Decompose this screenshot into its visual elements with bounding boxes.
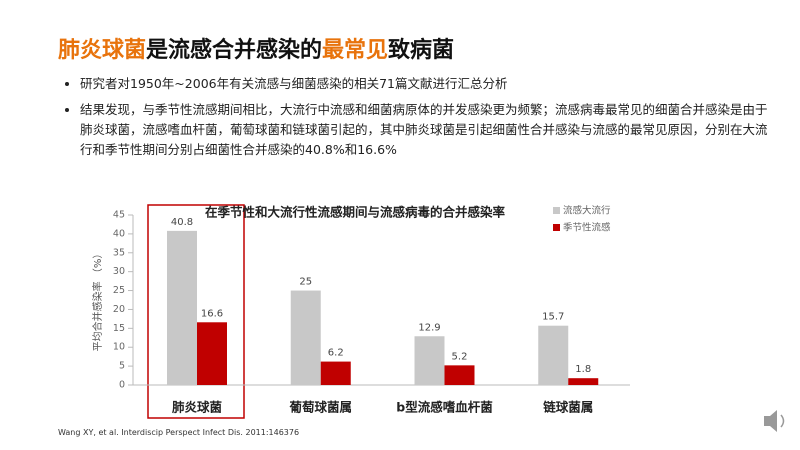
data-label: 25 [299,277,312,288]
y-tick-label: 0 [119,380,125,391]
bar [538,325,569,385]
bar [290,290,321,385]
highlight-box [147,204,245,419]
data-label: 15.7 [542,312,564,323]
title-part: 是流感合并感染的 [146,38,323,63]
speaker-icon [764,410,785,432]
y-tick-label: 40 [113,228,125,239]
bar [167,230,197,385]
data-label: 16.6 [201,308,223,319]
y-tick-label: 20 [113,304,125,315]
bar [320,361,351,385]
data-label: 5.2 [452,351,468,362]
citation: Wang XY, et al. Interdiscip Perspect Inf… [58,428,300,437]
y-tick-label: 10 [113,342,125,353]
bar [414,336,445,385]
data-label: 6.2 [328,348,344,359]
y-tick-label: 45 [113,210,125,221]
bar [197,322,227,385]
x-tick-label: 葡萄球菌属 [288,400,352,415]
x-tick-label: b型流感嗜血杆菌 [396,400,493,415]
bullet: 研究者对1950年~2006年有关流感与细菌感染的相关71篇文献进行汇总分析 [80,74,770,94]
title-part: 致病菌 [388,38,455,63]
data-label: 12.9 [418,322,440,333]
title-part: 肺炎球菌 [58,38,147,63]
x-tick-label: 肺炎球菌 [172,400,223,415]
bullet-list: 研究者对1950年~2006年有关流感与细菌感染的相关71篇文献进行汇总分析 结… [58,74,770,166]
y-tick-label: 30 [113,266,125,277]
bullet: 结果发现，与季节性流感期间相比，大流行中流感和细菌病原体的并发感染更为频繁；流感… [80,100,770,160]
legend-swatch [553,224,560,231]
legend-swatch [553,207,560,214]
x-tick-label: 链球菌属 [543,400,593,415]
data-label: 1.8 [575,364,591,375]
bar [444,365,475,385]
y-tick-label: 25 [113,285,125,296]
data-label: 40.8 [171,217,193,228]
slide-title: 肺炎球菌是流感合并感染的最常见致病菌 [58,32,454,64]
legend-label: 季节性流感 [563,222,611,234]
y-tick-label: 15 [113,323,125,334]
bar [568,378,599,385]
chart-title: 在季节性和大流行性流感期间与流感病毒的合并感染率 [205,205,506,220]
y-axis-label: 平均合并感染率 （%） [91,249,104,352]
legend-label: 流感大流行 [563,205,611,217]
title-part: 最常见 [322,38,389,63]
y-tick-label: 35 [113,247,125,258]
y-tick-label: 5 [119,361,125,372]
